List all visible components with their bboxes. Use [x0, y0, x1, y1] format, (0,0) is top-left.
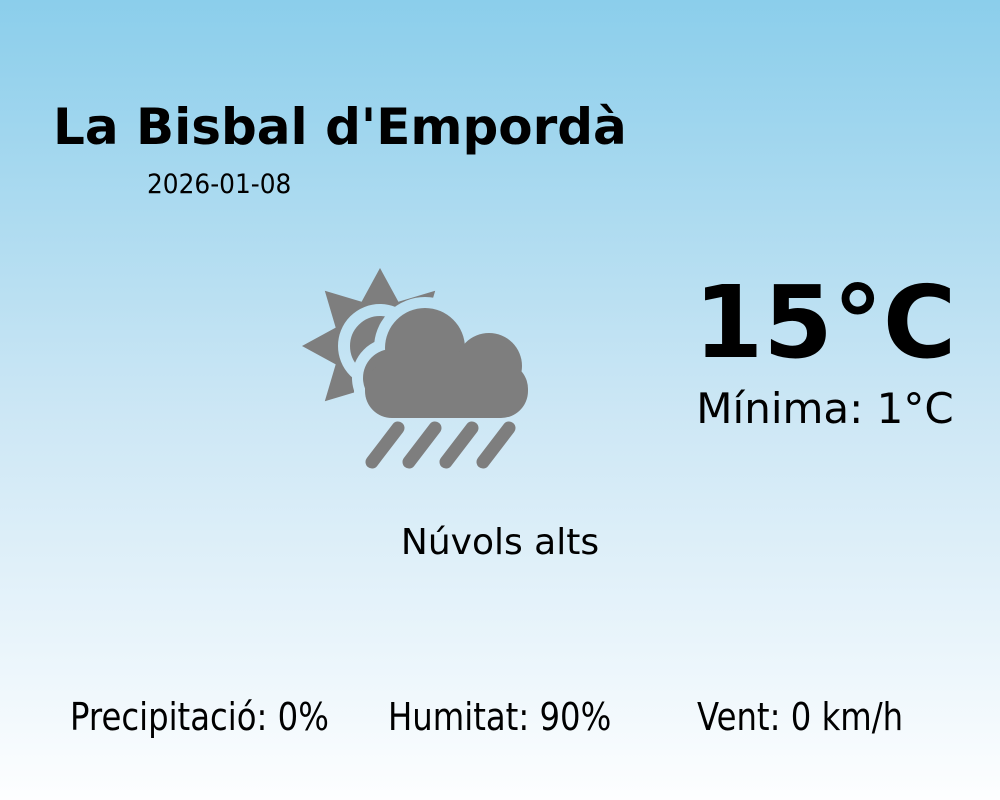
- humidity-label: Humitat: 90%: [388, 695, 612, 739]
- date-label: 2026-01-08: [147, 169, 292, 200]
- sun-behind-rain-cloud-icon: [280, 240, 540, 480]
- location-title: La Bisbal d'Empordà: [53, 98, 627, 156]
- precipitation-label: Precipitació: 0%: [70, 695, 329, 739]
- temperature-value: 15°C: [693, 264, 957, 381]
- minima-label: Mínima: 1°C: [696, 384, 954, 433]
- condition-label: Núvols alts: [400, 522, 600, 563]
- wind-label: Vent: 0 km/h: [697, 695, 904, 739]
